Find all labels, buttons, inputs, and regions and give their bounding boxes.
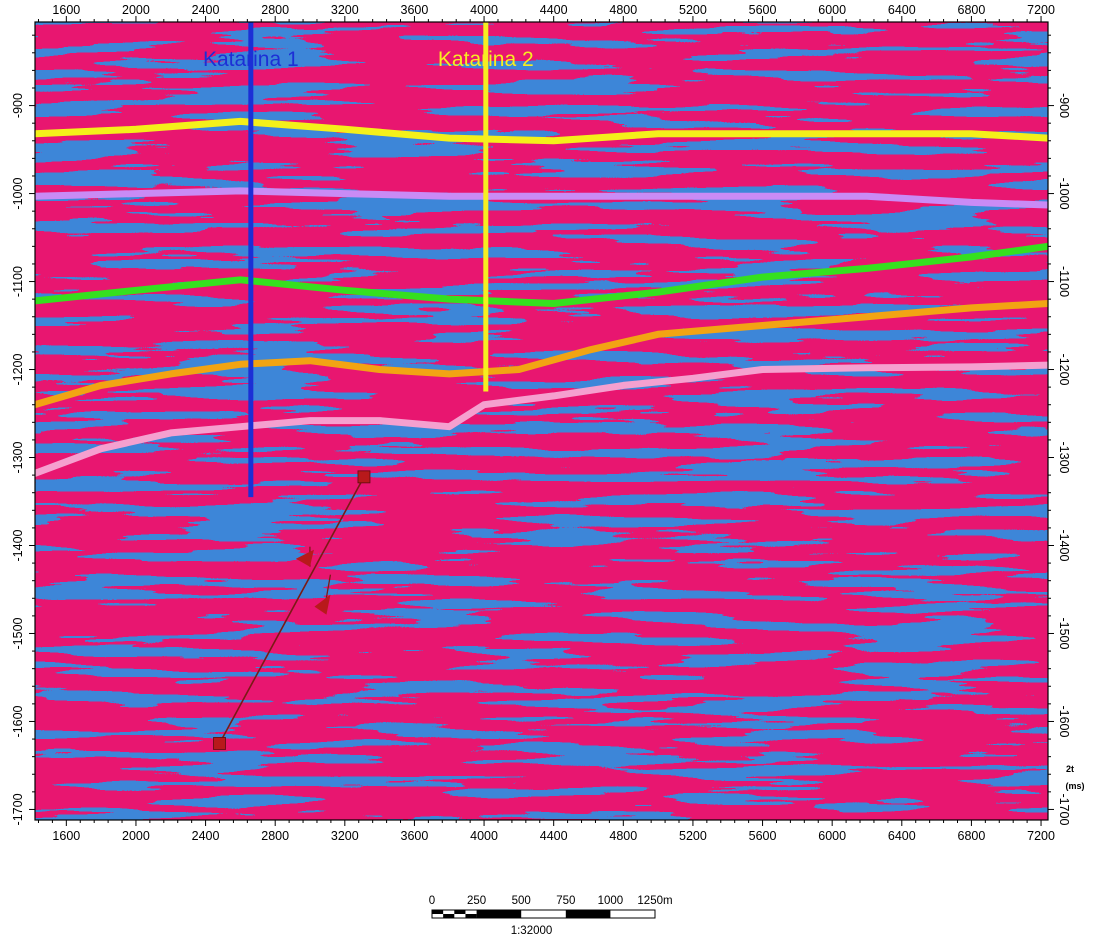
scale-bar-label: 500 [512,895,531,907]
x-tick-label-top: 5200 [679,3,707,17]
fault-top-handle [357,470,371,484]
x-tick-label-bottom: 4000 [470,829,498,843]
y-axis-right: -900 -1000 -1100 -1200 -1300 -1400 -1500 -1600 -… [1048,34,1071,825]
fault-layer [213,470,371,750]
x-axis-top: 1600 2000 2400 2800 3200 3600 4000 4400 4800 5200… [37,3,1055,22]
y-tick-label-left: -1400 [11,529,25,561]
scale-ratio-label: 1:32000 [511,925,553,937]
horizon-2 [35,187,1048,209]
fault-throw-arrow-up [295,549,314,567]
scale-bar-subsegment [465,914,477,918]
x-tick-label-top: 3200 [331,3,359,17]
x-tick-label-top: 3600 [401,3,429,17]
scale-bar-label: 0 [429,895,435,907]
horizon-1 [35,117,1048,145]
x-tick-label-top: 7200 [1027,3,1055,17]
x-tick-label-top: 5600 [749,3,777,17]
x-tick-label-bottom: 4400 [540,829,568,843]
y-tick-label-left: -1000 [11,178,25,210]
x-tick-label-top: 1600 [52,3,80,17]
x-tick-label-top: 4000 [470,3,498,17]
y-tick-label-left: -1300 [11,441,25,473]
y-tick-label-right: -1600 [1057,705,1071,737]
y-tick-label-right: -900 [1057,93,1071,118]
scale-bar-label: 250 [467,895,486,907]
scale-bar: 0 250 500 750 1000 1250m 1:32000 [429,895,673,937]
horizon-3 [35,242,1048,307]
scale-bar-label: 1000 [598,895,624,907]
scale-bar-label: 750 [556,895,575,907]
scale-bar-segment [565,910,611,918]
y-tick-label-right: -1000 [1057,178,1071,210]
fault-throw-arrow-down [314,594,331,615]
y-tick-label-right: -1500 [1057,617,1071,649]
y-tick-label-right: -1200 [1057,354,1071,386]
x-tick-label-top: 2400 [192,3,220,17]
x-tick-label-top: 2800 [261,3,289,17]
x-tick-label-bottom: 1600 [52,829,80,843]
x-tick-label-top: 4800 [609,3,637,17]
x-tick-label-bottom: 2400 [192,829,220,843]
plot-frame [34,21,1049,821]
y-tick-label-right: -1100 [1057,266,1071,297]
x-tick-label-bottom: 5600 [749,829,777,843]
horizon-5 [35,361,1048,477]
fault-line [218,476,365,744]
y-tick-label-left: -1700 [11,793,25,825]
x-tick-label-bottom: 5200 [679,829,707,843]
y-tick-label-left: -1100 [11,266,25,297]
y-tick-label-left: -900 [11,93,25,118]
scale-bar-subsegment [443,914,455,918]
x-tick-label-bottom: 2000 [122,829,150,843]
y-tick-label-right: -1300 [1057,442,1071,474]
x-tick-label-bottom: 2800 [261,829,289,843]
y-tick-label-right: -1400 [1057,530,1071,562]
scale-bar-label: 1250m [637,895,672,907]
y-axis-left: -900 -1000 -1100 -1200 -1300 -1400 -1500 -1600 -… [11,34,35,825]
x-tick-label-bottom: 6400 [888,829,916,843]
x-tick-label-top: 4400 [540,3,568,17]
well-1-label: Katarina 1 [203,48,299,71]
scale-bar-subsegment [454,910,466,914]
x-axis-bottom: 1600 2000 2400 2800 3200 3600 4000 4400 4800 5200… [37,820,1055,843]
x-tick-label-bottom: 7200 [1027,829,1055,843]
y-axis-unit-label: 2t [1066,764,1074,774]
well-2-label: Katarina 2 [438,48,534,71]
x-tick-label-bottom: 3600 [401,829,429,843]
x-tick-label-bottom: 3200 [331,829,359,843]
y-axis-unit-label-ms: (ms) [1065,781,1084,791]
y-tick-label-right: -1700 [1057,793,1071,825]
x-tick-label-bottom: 6800 [958,829,986,843]
y-tick-label-left: -1500 [11,617,25,649]
x-tick-label-bottom: 6000 [818,829,846,843]
seismic-amplitude-background [35,22,1048,820]
x-tick-label-top: 2000 [122,3,150,17]
y-tick-label-left: -1600 [11,705,25,737]
x-tick-label-top: 6800 [958,3,986,17]
scale-bar-segment [476,910,522,918]
fault-bottom-handle [213,737,226,750]
x-tick-label-top: 6000 [818,3,846,17]
well-layer: Katarina 1 Katarina 2 [203,22,534,498]
scale-bar-subsegment [432,910,444,914]
x-tick-label-bottom: 4800 [609,829,637,843]
x-tick-label-top: 6400 [888,3,916,17]
y-tick-label-left: -1200 [11,354,25,386]
